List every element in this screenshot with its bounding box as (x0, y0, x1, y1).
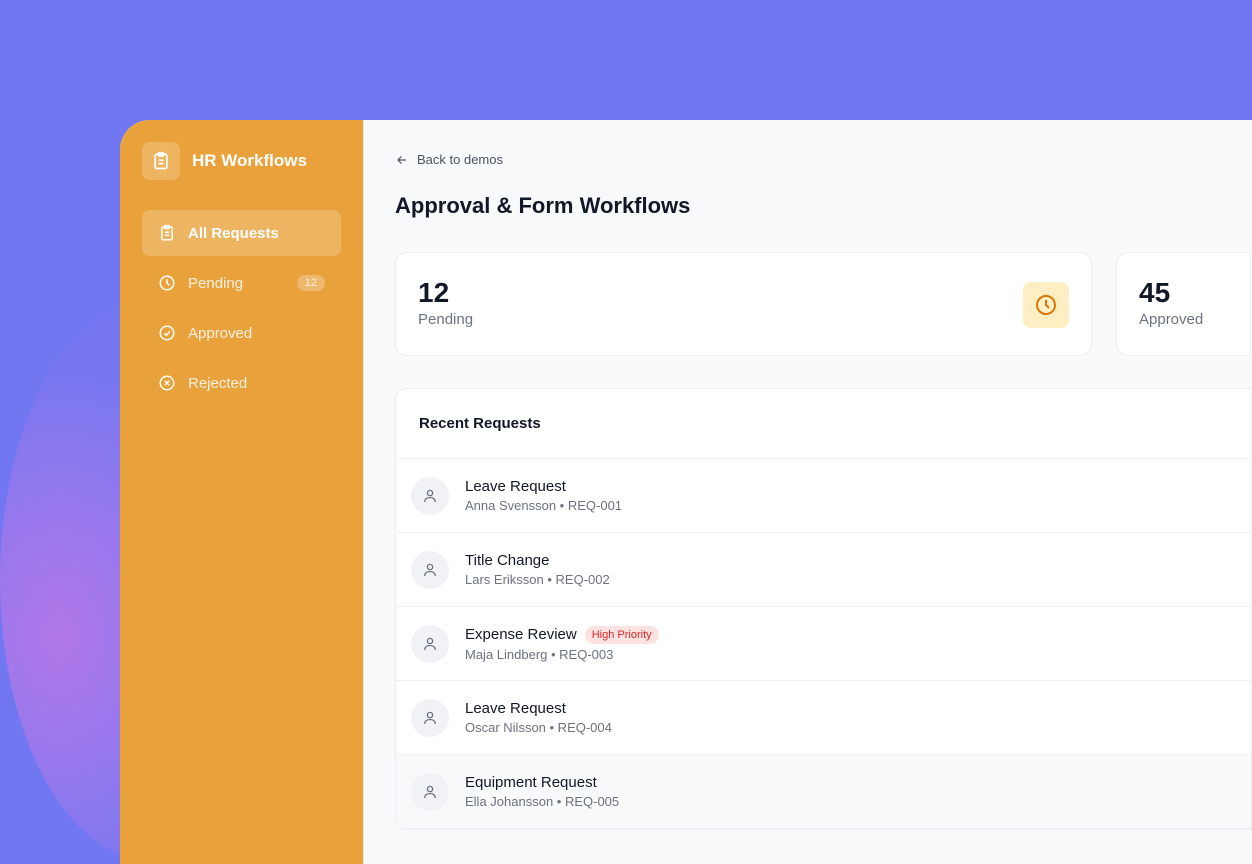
sidebar-item-label: Approved (188, 324, 253, 342)
request-meta: Anna Svensson • REQ-001 (465, 498, 623, 513)
user-icon (411, 698, 449, 737)
request-row[interactable]: Equipment Request Ella Johansson • REQ-00… (396, 755, 1251, 829)
sidebar-item-label: Rejected (188, 374, 248, 392)
stat-label: Pending (418, 311, 474, 328)
request-row[interactable]: Expense Review High Priority Maja Lindberg… (396, 607, 1251, 681)
request-meta: Maja Lindberg • REQ-003 (465, 646, 614, 662)
request-row[interactable]: Title Change Lars Eriksson • REQ-002 (396, 533, 1251, 607)
sidebar-item-all-requests[interactable]: All Requests (142, 210, 341, 256)
app-name: HR Workflows (192, 151, 307, 170)
recent-requests-card: Recent Requests Leave Request Anna Svenss… (395, 388, 1252, 830)
sidebar-item-label: All Requests (188, 224, 279, 242)
clipboard-icon (142, 142, 180, 180)
request-title: Equipment Request (465, 774, 597, 791)
request-title: Title Change (465, 552, 550, 569)
pending-count-badge: 12 (296, 275, 325, 291)
request-row[interactable]: Leave Request Oscar Nilsson • REQ-004 (396, 681, 1251, 755)
user-icon (411, 624, 449, 663)
request-title: Leave Request (465, 478, 566, 495)
card-title: Recent Requests (396, 389, 1251, 459)
request-list: Leave Request Anna Svensson • REQ-001 Titl… (396, 459, 1251, 829)
request-title: Expense Review (465, 626, 577, 643)
user-icon (411, 550, 449, 589)
sidebar-item-pending[interactable]: Pending 12 (142, 260, 341, 306)
back-link[interactable]: Back to demos (395, 152, 1252, 167)
stats-row: 12 Pending 45 Approved (395, 252, 1252, 356)
arrow-left-icon (397, 155, 407, 164)
app-window: HR Workflows All Requests Pending 12 App… (120, 120, 1252, 864)
page-title: Approval & Form Workflows (395, 193, 691, 218)
back-label: Back to demos (417, 152, 503, 167)
stat-card-approved: 45 Approved (1116, 252, 1251, 356)
user-icon (411, 476, 449, 515)
stat-card-pending: 12 Pending (395, 252, 1092, 356)
x-circle-icon (159, 375, 175, 391)
clock-icon (1023, 282, 1069, 328)
stat-label: Approved (1139, 311, 1204, 328)
request-row[interactable]: Leave Request Anna Svensson • REQ-001 (396, 459, 1251, 533)
sidebar-item-label: Pending (188, 274, 244, 292)
request-meta: Oscar Nilsson • REQ-004 (465, 720, 612, 735)
check-circle-icon (159, 325, 175, 341)
sidebar-item-approved[interactable]: Approved (142, 310, 341, 356)
stat-value: 45 (1139, 277, 1171, 308)
sidebar: HR Workflows All Requests Pending 12 App… (120, 120, 364, 864)
sidebar-item-rejected[interactable]: Rejected (142, 360, 341, 406)
brand: HR Workflows (142, 142, 341, 180)
main-content: Back to demos Approval & Form Workflows … (364, 120, 1252, 864)
request-meta: Lars Eriksson • REQ-002 (465, 572, 610, 587)
priority-badge: High Priority (584, 625, 659, 644)
request-title: Leave Request (465, 700, 566, 717)
clock-icon (159, 275, 175, 291)
clipboard-icon (161, 224, 173, 241)
request-meta: Ella Johansson • REQ-005 (465, 794, 620, 809)
user-icon (411, 772, 449, 811)
stat-value: 12 (418, 277, 450, 308)
